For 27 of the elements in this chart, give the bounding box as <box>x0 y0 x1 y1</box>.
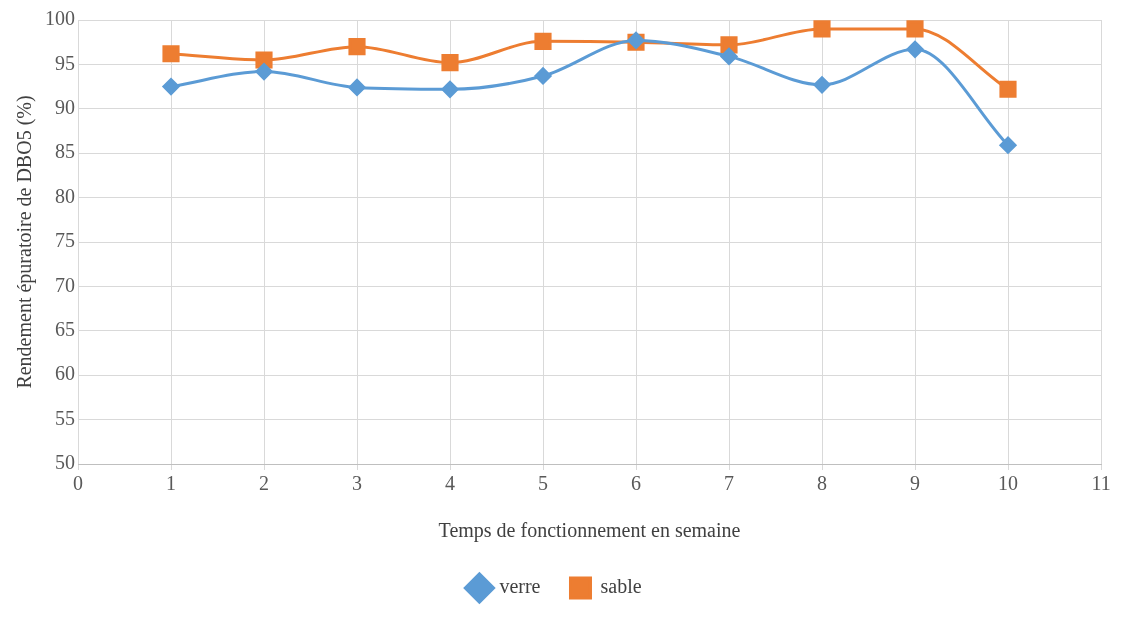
x-tick-label: 10 <box>998 472 1018 495</box>
y-tick-label: 100 <box>45 7 75 30</box>
x-tick-label: 11 <box>1091 472 1111 495</box>
legend-label: sable <box>600 575 642 598</box>
y-tick-label: 75 <box>55 229 75 252</box>
x-tick-label: 3 <box>352 472 362 495</box>
x-tick-label: 0 <box>73 472 83 495</box>
y-tick-label: 50 <box>55 451 75 474</box>
y-tick-label: 65 <box>55 318 75 341</box>
y-axis-title: Rendement épuratoire de DBO5 (%) <box>13 95 37 389</box>
y-tick-label: 60 <box>55 362 75 385</box>
y-tick-label: 80 <box>55 184 75 207</box>
y-tick-label: 95 <box>55 51 75 74</box>
y-tick-label: 55 <box>55 406 75 429</box>
y-tick-label: 85 <box>55 140 75 163</box>
legend-label: verre <box>499 575 541 598</box>
x-tick-label: 5 <box>538 472 548 495</box>
y-tick-label: 70 <box>55 273 75 296</box>
y-tick-label: 90 <box>55 96 75 119</box>
x-tick-label: 2 <box>259 472 269 495</box>
x-tick-label: 8 <box>817 472 827 495</box>
x-tick-label: 4 <box>445 472 455 495</box>
x-tick-label: 1 <box>166 472 176 495</box>
x-tick-label: 9 <box>910 472 920 495</box>
x-axis-title: Temps de fonctionnement en semaine <box>438 519 741 543</box>
x-tick-label: 6 <box>631 472 641 495</box>
x-tick-label: 7 <box>724 472 734 495</box>
